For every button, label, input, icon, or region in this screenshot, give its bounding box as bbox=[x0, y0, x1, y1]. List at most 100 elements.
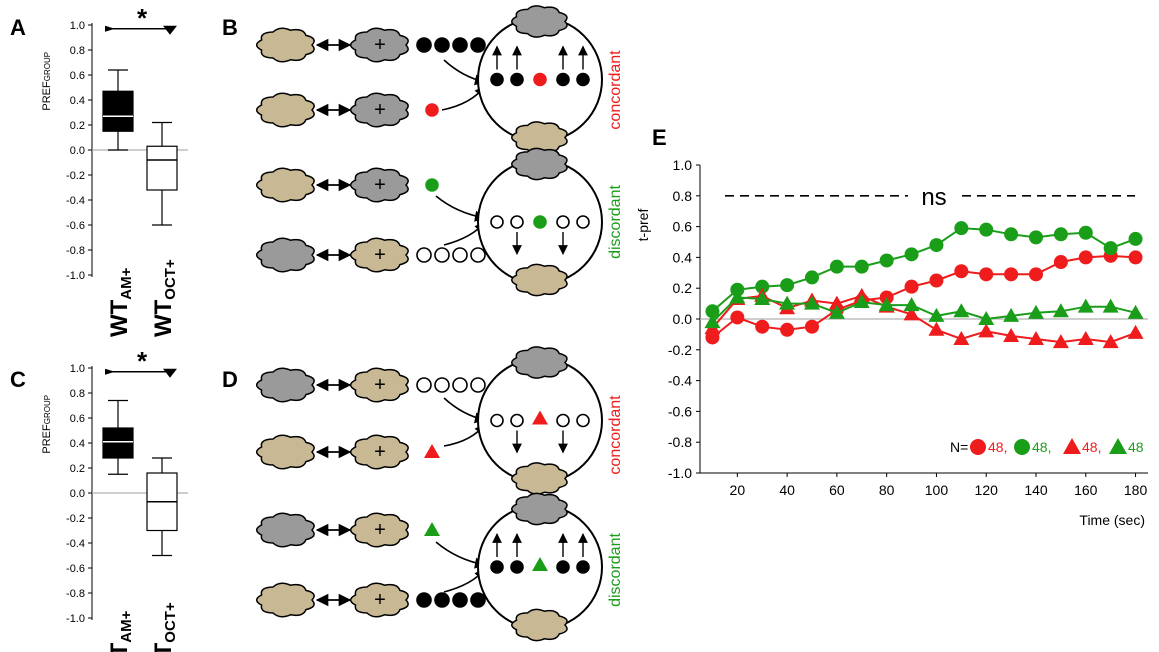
data-point-green-circle bbox=[780, 278, 795, 293]
test-larva-dot bbox=[533, 215, 547, 229]
larva-dot bbox=[510, 215, 524, 229]
significance-star: * bbox=[137, 3, 148, 33]
data-point-green-triangle bbox=[1028, 304, 1044, 319]
data-point-red-circle bbox=[1004, 267, 1019, 282]
data-point-green-triangle bbox=[704, 314, 721, 329]
legend-n-value: 48 bbox=[1128, 439, 1144, 455]
series-line-green-triangle bbox=[711, 296, 1136, 323]
larva-dot bbox=[490, 413, 504, 428]
larva-dot bbox=[452, 592, 468, 608]
larva-dot bbox=[490, 72, 504, 87]
larva-dot bbox=[434, 377, 450, 393]
arena-cloud-top bbox=[511, 147, 568, 181]
significance-marker bbox=[105, 25, 115, 32]
plus-sign: + bbox=[374, 34, 386, 56]
test-larva-triangle bbox=[532, 410, 548, 425]
chart-xlabel: Time (sec) bbox=[1079, 512, 1145, 528]
data-point-green-circle bbox=[829, 259, 844, 274]
plus-sign: + bbox=[374, 441, 386, 463]
legend-marker-red-circle bbox=[970, 439, 986, 455]
plus-sign: + bbox=[374, 589, 386, 611]
data-point-red-circle bbox=[1029, 267, 1043, 282]
y-tick-label: 0.2 bbox=[70, 463, 85, 475]
data-point-green-triangle bbox=[804, 295, 820, 310]
y-tick-label: 0.6 bbox=[70, 70, 85, 82]
x-tick-label: 140 bbox=[1024, 482, 1048, 498]
odor-cloud bbox=[255, 434, 315, 470]
data-point-green-circle bbox=[755, 279, 770, 294]
reinforced-odor-cloud bbox=[349, 512, 409, 548]
box-panel-c: 1.0 0.8 0.6 0.4 0.2 0.0 -0.2 -0.4 -0.6 -0.8 -1.0 PR… bbox=[41, 346, 188, 652]
y-tick-label: -0.6 bbox=[668, 403, 692, 419]
test-larva-triangle bbox=[532, 557, 548, 571]
y-tick-label: 0.0 bbox=[70, 145, 85, 157]
reinforced-odor-cloud bbox=[349, 367, 409, 403]
series-line-red-circle bbox=[711, 254, 1136, 339]
test-larva-dot bbox=[425, 178, 439, 192]
larva-dot bbox=[416, 247, 432, 263]
larva-dot bbox=[470, 247, 486, 263]
group-label: WTAM+ bbox=[106, 610, 135, 652]
ns-label: ns bbox=[921, 184, 946, 211]
data-point-green-circle bbox=[979, 222, 994, 237]
larva-dot bbox=[556, 560, 570, 574]
data-point-red-circle bbox=[805, 319, 819, 334]
y-tick-label: -0.2 bbox=[66, 170, 85, 182]
larva-dot bbox=[416, 377, 432, 393]
data-point-red-circle bbox=[929, 273, 944, 288]
larva-dot bbox=[576, 215, 590, 229]
data-point-green-triangle bbox=[903, 297, 920, 312]
y-tick-label: -0.8 bbox=[66, 588, 85, 600]
reinforced-odor-cloud bbox=[349, 27, 409, 63]
y-tick-label: -1.0 bbox=[66, 613, 85, 625]
chart-ylabel: t-pref bbox=[635, 209, 651, 242]
larva-dot bbox=[556, 72, 570, 87]
x-tick-label: 160 bbox=[1074, 482, 1098, 498]
panel-label-e: E bbox=[652, 125, 667, 150]
odor-cloud bbox=[255, 367, 315, 403]
larva-dot bbox=[510, 72, 524, 87]
data-point-green-circle bbox=[1078, 225, 1093, 240]
y-tick-label: -0.6 bbox=[66, 220, 85, 232]
larva-dot bbox=[556, 215, 570, 229]
reinforced-odor-cloud bbox=[349, 92, 409, 128]
y-tick-label: 1.0 bbox=[70, 363, 85, 375]
plus-sign: + bbox=[374, 174, 386, 196]
y-axis-label: PREFGROUP bbox=[41, 395, 53, 454]
test-larva-triangle bbox=[424, 444, 440, 458]
legend-marker-green-triangle bbox=[1109, 438, 1127, 454]
data-point-green-circle bbox=[705, 304, 720, 319]
data-point-red-circle bbox=[755, 319, 770, 334]
data-point-green-triangle bbox=[1003, 307, 1020, 322]
n-label: N= bbox=[950, 439, 968, 455]
data-point-red-triangle bbox=[903, 306, 920, 321]
group-label: WTOCT+ bbox=[150, 259, 179, 337]
significance-marker bbox=[163, 368, 177, 378]
y-tick-label: -0.2 bbox=[66, 513, 85, 525]
reinforced-odor-cloud bbox=[349, 237, 409, 273]
odor-cloud bbox=[255, 167, 315, 203]
legend-marker-red-triangle bbox=[1063, 438, 1081, 454]
larva-dot bbox=[434, 247, 450, 263]
larva-dot bbox=[416, 37, 432, 53]
data-point-green-triangle bbox=[878, 297, 895, 312]
x-tick-label: 20 bbox=[730, 482, 746, 498]
data-point-green-triangle bbox=[729, 289, 746, 304]
arena-cloud-top bbox=[511, 5, 568, 38]
data-point-green-triangle bbox=[1052, 303, 1069, 318]
larva-dot bbox=[470, 377, 486, 393]
legend-n-value: 48, bbox=[1032, 439, 1051, 455]
larva-dot bbox=[452, 247, 468, 263]
data-point-red-circle bbox=[1128, 250, 1143, 265]
test-larva-dot bbox=[533, 72, 547, 87]
data-point-red-triangle bbox=[1102, 334, 1119, 349]
x-tick-label: 180 bbox=[1124, 482, 1148, 498]
data-point-green-triangle bbox=[1127, 304, 1144, 319]
plus-sign: + bbox=[374, 244, 386, 266]
larva-dot bbox=[510, 560, 524, 574]
box bbox=[102, 427, 134, 459]
larva-dot bbox=[490, 215, 504, 229]
x-tick-label: 80 bbox=[879, 482, 895, 498]
arena-cloud-top bbox=[511, 492, 568, 526]
